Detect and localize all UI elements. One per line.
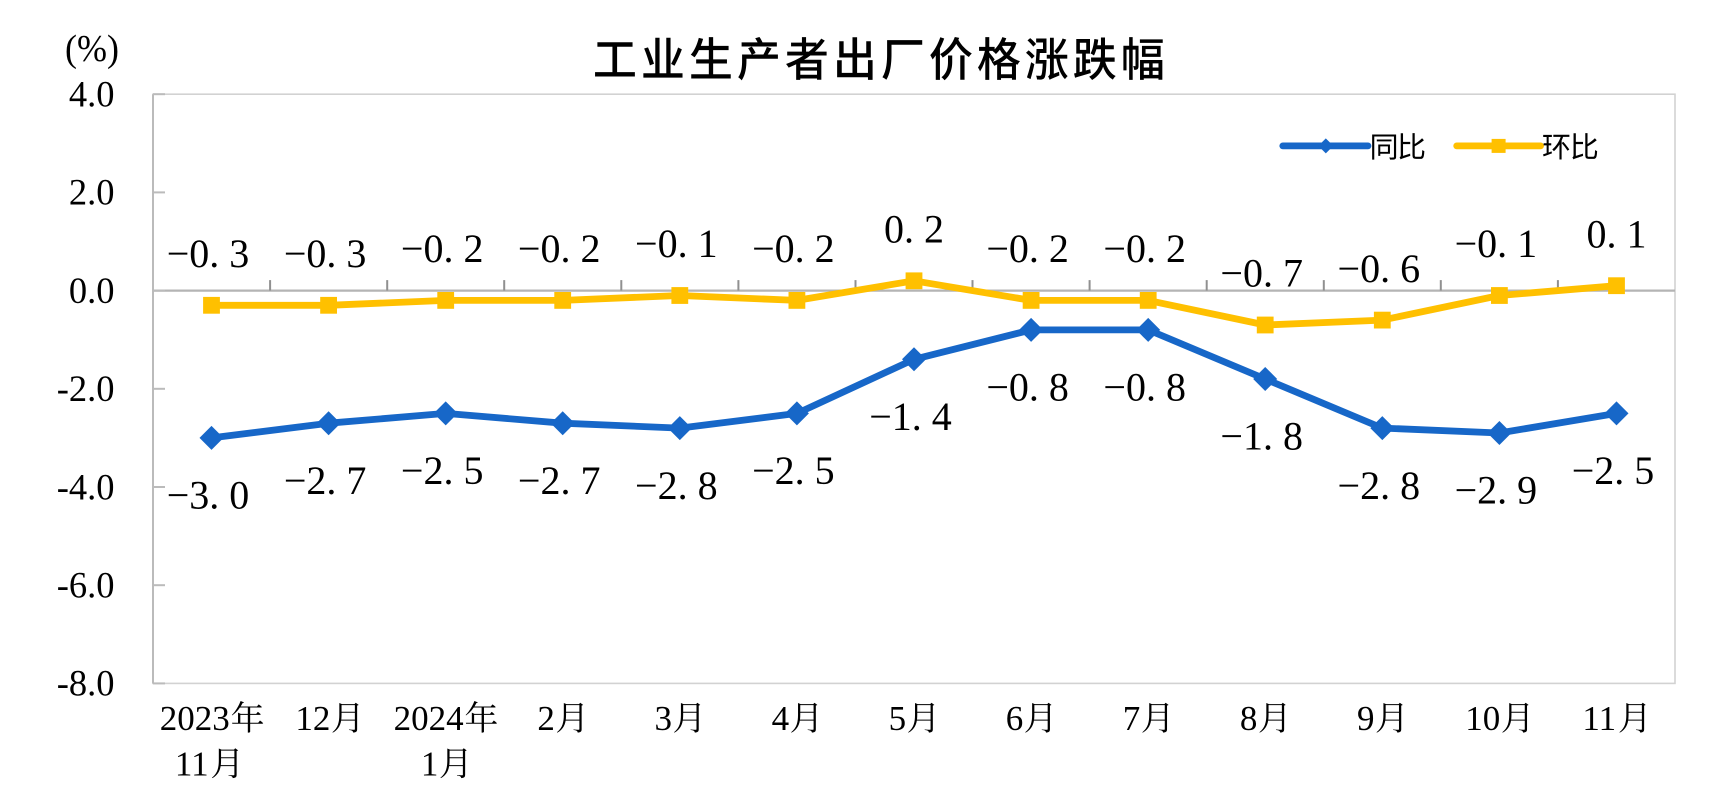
svg-text:−0. 2: −0. 2	[752, 226, 835, 271]
svg-text:2.0: 2.0	[69, 172, 115, 213]
svg-text:−0. 7: −0. 7	[1220, 251, 1303, 296]
svg-text:−2. 9: −2. 9	[1455, 468, 1538, 513]
svg-text:0.0: 0.0	[69, 270, 115, 311]
svg-text:3: 3	[655, 699, 673, 738]
svg-text:10: 10	[1465, 699, 1500, 738]
svg-text:−0. 1: −0. 1	[1455, 221, 1538, 266]
svg-text:−2. 5: −2. 5	[1572, 448, 1655, 493]
svg-text:6: 6	[1006, 699, 1024, 738]
svg-text:−2. 7: −2. 7	[518, 458, 601, 503]
svg-text:-4.0: -4.0	[57, 466, 115, 507]
svg-text:−0. 8: −0. 8	[1103, 365, 1186, 410]
svg-text:4: 4	[772, 699, 790, 738]
svg-text:5: 5	[889, 699, 907, 738]
svg-text:1: 1	[421, 745, 439, 784]
svg-text:-8.0: -8.0	[57, 663, 115, 704]
svg-text:0. 1: 0. 1	[1587, 211, 1647, 256]
svg-text:4.0: 4.0	[69, 74, 115, 115]
svg-text:-6.0: -6.0	[57, 565, 115, 606]
svg-text:−2. 5: −2. 5	[752, 448, 835, 493]
svg-text:−2. 8: −2. 8	[635, 463, 718, 508]
svg-text:−0. 3: −0. 3	[284, 231, 367, 276]
svg-text:−1. 4: −1. 4	[869, 394, 952, 439]
svg-text:−0. 2: −0. 2	[401, 226, 484, 271]
svg-text:−0. 3: −0. 3	[167, 231, 250, 276]
svg-text:−0. 2: −0. 2	[518, 226, 601, 271]
svg-text:12: 12	[295, 699, 330, 738]
svg-text:8: 8	[1240, 699, 1258, 738]
svg-text:−2. 7: −2. 7	[284, 458, 367, 503]
svg-text:11: 11	[175, 745, 209, 784]
svg-text:−3. 0: −3. 0	[167, 473, 250, 518]
svg-text:0. 2: 0. 2	[884, 207, 944, 252]
svg-text:7: 7	[1123, 699, 1141, 738]
svg-text:2: 2	[537, 699, 555, 738]
svg-text:−0. 2: −0. 2	[1103, 226, 1186, 271]
svg-text:−0. 1: −0. 1	[635, 221, 718, 266]
svg-text:−1. 8: −1. 8	[1220, 414, 1303, 459]
svg-text:11: 11	[1582, 699, 1616, 738]
svg-text:(%): (%)	[65, 28, 119, 70]
svg-text:−0. 6: −0. 6	[1338, 246, 1421, 291]
svg-text:−0. 2: −0. 2	[986, 226, 1069, 271]
svg-text:-2.0: -2.0	[57, 368, 115, 409]
svg-text:9: 9	[1357, 699, 1375, 738]
svg-text:−0. 8: −0. 8	[986, 365, 1069, 410]
svg-text:2024: 2024	[394, 699, 464, 738]
svg-text:−2. 8: −2. 8	[1338, 463, 1421, 508]
svg-text:2023: 2023	[160, 699, 230, 738]
svg-text:−2. 5: −2. 5	[401, 448, 484, 493]
